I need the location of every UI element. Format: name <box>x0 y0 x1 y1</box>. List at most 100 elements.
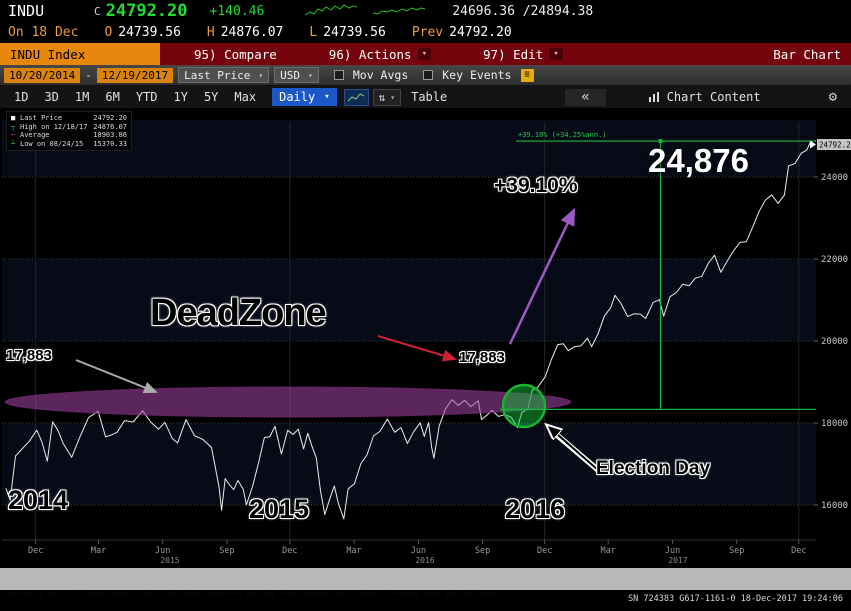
menu-item-actions[interactable]: 96) Actions ▾ <box>329 47 432 62</box>
currency-dropdown[interactable]: USD ▾ <box>274 67 319 83</box>
mov-avgs-label: Mov Avgs <box>352 68 409 82</box>
menu-items: 95) Compare 96) Actions ▾ 97) Edit ▾ <box>160 43 563 65</box>
svg-text:Dec: Dec <box>282 546 297 556</box>
chevron-down-icon: ▾ <box>324 92 330 102</box>
end-date-input[interactable]: 12/19/2017 <box>96 67 174 83</box>
legend-row: ┬ High on 12/18/17 24876.07 <box>11 122 127 131</box>
annotation-arrows <box>75 207 600 473</box>
chevron-down-icon: ▾ <box>417 48 432 60</box>
svg-text:2015: 2015 <box>160 556 179 565</box>
svg-text:20000: 20000 <box>821 337 848 347</box>
svg-text:16000: 16000 <box>821 501 848 511</box>
election-day-circle-annotation <box>501 383 547 429</box>
year-2016-annotation: 2016 <box>505 494 566 524</box>
period-tab-3d[interactable]: 3D <box>44 90 59 104</box>
svg-text:Mar: Mar <box>91 546 106 556</box>
chart-toolbar: 10/20/2014 - 12/19/2017 Last Price ▾ USD… <box>0 65 851 86</box>
day-range: 24696.36 /24894.38 <box>452 3 594 19</box>
gear-icon[interactable]: ⚙ <box>828 89 837 105</box>
last-price: 24792.20 <box>105 1 188 21</box>
period-tab-max[interactable]: Max <box>234 90 257 104</box>
menu-item-edit[interactable]: 97) Edit ▾ <box>483 47 563 62</box>
open-value: 24739.56 <box>118 25 181 40</box>
open-label: O <box>104 25 113 40</box>
deadzone-annotation: DeadZone <box>150 292 327 334</box>
chart-area: +39.10% (+34.25%ann.) 24000 22000 20000 180… <box>0 108 851 568</box>
axis-settings-button[interactable]: ⇅ ▾ <box>372 88 402 106</box>
legend-row: ╌ Average 18903.86 <box>11 131 127 139</box>
low-label: L <box>309 25 318 40</box>
peak-price-annotation: 24,876 <box>648 142 749 179</box>
period-tab-ytd[interactable]: YTD <box>135 90 158 104</box>
menu-bar: INDU Index 95) Compare 96) Actions ▾ 97) Ed… <box>0 43 851 65</box>
high-value: 24876.07 <box>220 25 284 40</box>
svg-text:2017: 2017 <box>668 556 687 565</box>
line-chart-icon <box>347 93 365 102</box>
menu-item-compare[interactable]: 95) Compare <box>194 46 277 62</box>
period-tab-1y[interactable]: 1Y <box>173 90 188 104</box>
security-field[interactable]: INDU Index <box>0 43 160 65</box>
year-2015-annotation: 2015 <box>249 494 310 524</box>
period-tabs: 1D 3D 1M 6M YTD 1Y 5Y Max <box>6 90 264 104</box>
svg-text:18000: 18000 <box>821 419 848 429</box>
range-sparkline-icon[interactable] <box>372 3 426 19</box>
svg-text:Jun: Jun <box>665 546 680 556</box>
start-date-input[interactable]: 10/20/2014 <box>4 67 81 83</box>
chart-type-title: Bar Chart <box>773 46 841 62</box>
period-tab-1d[interactable]: 1D <box>14 90 29 104</box>
svg-text:Sep: Sep <box>219 546 234 556</box>
svg-text:24792.20: 24792.20 <box>819 141 851 150</box>
date-separator: - <box>85 68 92 82</box>
period-tab-bar: 1D 3D 1M 6M YTD 1Y 5Y Max Daily ▾ ⇅ ▾ Table « C… <box>0 86 851 108</box>
price-chart-canvas[interactable]: +39.10% (+34.25%ann.) 24000 22000 20000 180… <box>0 108 851 568</box>
price-field-dropdown[interactable]: Last Price ▾ <box>178 67 270 83</box>
election-arrow <box>549 427 599 471</box>
footer-contact-bar: Australia 61 2 9777 8600 Brazil 5511 239… <box>0 568 851 598</box>
currency-value: USD <box>280 68 301 82</box>
collapse-panel-button[interactable]: « <box>565 88 606 106</box>
price-17883-left-annotation: 17,883 <box>6 347 52 364</box>
high-pair: H 24876.07 <box>207 25 283 40</box>
svg-text:Sep: Sep <box>729 546 744 556</box>
chart-type-button[interactable] <box>343 88 369 106</box>
price-17883-right-annotation: 17,883 <box>459 349 505 366</box>
svg-text:Jun: Jun <box>155 546 170 556</box>
price-change: +140.46 <box>209 3 265 19</box>
period-tab-1m[interactable]: 1M <box>74 90 90 104</box>
svg-text:22000: 22000 <box>821 255 848 265</box>
svg-text:2016: 2016 <box>415 556 434 565</box>
mov-avgs-checkbox[interactable] <box>333 70 344 80</box>
purple-gain-arrow <box>508 207 576 345</box>
frequency-dropdown[interactable]: Daily ▾ <box>272 88 337 106</box>
low-pair: L 24739.56 <box>309 25 385 40</box>
legend-row: ┴ Low on 08/24/15 15370.33 <box>11 139 127 148</box>
period-tab-6m[interactable]: 6M <box>105 90 120 104</box>
prev-value: 24792.20 <box>449 25 512 40</box>
svg-text:Jun: Jun <box>411 546 426 556</box>
key-events-icon[interactable]: ≡ <box>520 68 534 82</box>
gain-annotation: +39.10% <box>494 174 578 197</box>
key-events-label: Key Events <box>442 68 512 82</box>
svg-text:Dec: Dec <box>28 546 43 556</box>
year-2014-annotation: 2014 <box>8 485 69 515</box>
key-events-checkbox[interactable] <box>423 70 434 80</box>
period-tab-5y[interactable]: 5Y <box>203 90 219 104</box>
quote-header: INDU C 24792.20 +140.46 24696.36 /24894.… <box>0 0 851 22</box>
terminal-serial: SN 724383 G617-1161-0 18-Dec-2017 19:24:… <box>0 590 851 611</box>
bar-chart-icon <box>648 92 659 102</box>
gray-arrow <box>75 359 158 394</box>
intraday-sparkline-icon[interactable] <box>304 3 358 19</box>
svg-text:Dec: Dec <box>537 546 552 556</box>
svg-text:+39.10% (+34.25%ann.): +39.10% (+34.25%ann.) <box>518 131 607 139</box>
svg-text:Dec: Dec <box>791 546 806 556</box>
legend-row: ■ Last Price 24792.20 <box>11 114 127 122</box>
table-button[interactable]: Table <box>411 90 448 104</box>
frequency-value: Daily <box>279 90 316 104</box>
sort-arrows-icon: ⇅ <box>378 90 386 104</box>
svg-text:Mar: Mar <box>600 546 615 556</box>
chart-legend: ■ Last Price 24792.20 ┬ High on 12/18/17 2487… <box>6 111 132 151</box>
chart-content-button[interactable]: Chart Content <box>648 90 761 104</box>
high-label: H <box>206 25 215 40</box>
quote-date: On 18 Dec <box>8 25 79 40</box>
svg-text:Mar: Mar <box>346 546 361 556</box>
